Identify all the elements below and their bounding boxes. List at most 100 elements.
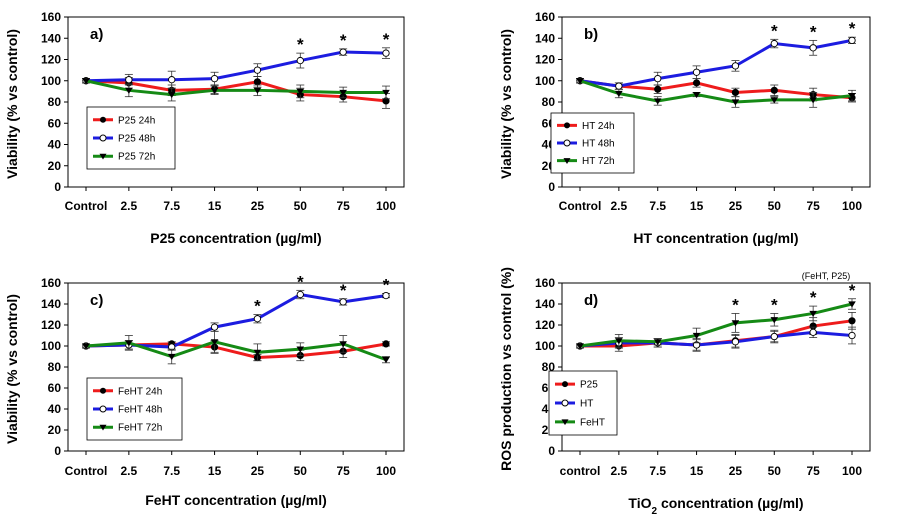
panel-b-series-ht-48h-line <box>579 38 853 88</box>
panel-b-series-ht-72h-point <box>848 93 856 100</box>
panel-a-legend-label: P25 24h <box>118 115 155 126</box>
panel-c-series-feht-48h-point <box>339 298 347 306</box>
panel-d-series-feht-point <box>615 338 623 345</box>
panel-d-series-feht-point <box>576 343 584 350</box>
panel-d-x-tick-label: 25 <box>729 464 743 478</box>
panel-a-y-tick-label: 40 <box>48 138 62 152</box>
panel-c-x-tick-label: Control <box>65 464 108 478</box>
panel-c-significance-star: * <box>340 281 347 300</box>
panel-b-x-tick-label: 7.5 <box>649 199 666 213</box>
panel-d-series-ht-line <box>579 330 853 348</box>
panel-d-x-tick-label: 50 <box>768 464 782 478</box>
panel-d-legend-label: P25 <box>580 380 598 391</box>
panel-b-significance-star: * <box>849 19 856 38</box>
panel-b-legend: HT 24h HT 48h HT 72h <box>550 112 635 174</box>
panel-c: 0 20 40 60 80 100 120 140 160 Control 2.5 7.5 15 25 50… <box>4 272 405 508</box>
panel-b-y-tick-label: 0 <box>548 180 555 194</box>
panel-b-x-tick-label: 100 <box>842 199 862 213</box>
panel-d-x-tick-label: 15 <box>690 464 704 478</box>
panel-c-legend-item: FeHT 72h <box>93 423 162 434</box>
panel-c-series-feht-72h-point <box>125 340 133 347</box>
panel-b-series-ht-48h-point <box>615 82 623 90</box>
panel-b-x-tick-label: 25 <box>729 199 743 213</box>
panel-b-x-tick-label: 75 <box>806 199 820 213</box>
panel-c-y-tick-label: 160 <box>41 276 61 290</box>
panel-c-x-tick-label: 25 <box>251 464 265 478</box>
panel-d-series-feht-point <box>653 339 662 346</box>
panel-d-x-tick-label: control <box>560 464 601 478</box>
panel-d-x-axis-title-part: 2 <box>652 506 658 517</box>
panel-a-series-p25-48h-point <box>125 76 133 84</box>
panel-a-series-p25-72h-point <box>210 87 219 94</box>
panel-b-y-tick-label: 80 <box>542 95 556 109</box>
panel-c-x-tick-label: 50 <box>294 464 308 478</box>
panel-a-x-axis-title: P25 concentration (µg/ml) <box>150 230 321 246</box>
panel-d-x-axis-title-part: concentration (µg/ml) <box>657 495 804 511</box>
panel-a-significance-star: * <box>383 30 390 49</box>
panel-b-legend-item: HT 48h <box>557 139 615 150</box>
panel-a-series-p25-48h-point <box>253 66 262 74</box>
panel-c-y-tick-label: 0 <box>54 444 61 458</box>
panel-a-x-tick-label: 2.5 <box>121 199 138 213</box>
panel-a-y-axis-title: Viability (% vs control) <box>4 29 20 179</box>
panel-c-series-feht-48h-point <box>210 323 219 331</box>
panel-d-series-ht-point <box>731 338 740 346</box>
panel-d-y-tick-label: 0 <box>548 444 555 458</box>
panel-d-annotation: (FeHT, P25) <box>802 271 851 281</box>
panel-b-series-ht-24h-line <box>579 79 853 100</box>
panel-a-y-tick-label: 160 <box>41 10 61 24</box>
panel-a-legend-item: P25 48h <box>93 134 155 145</box>
panel-a-y-tick-label: 20 <box>48 159 62 173</box>
panel-c-y-tick-label: 100 <box>41 339 61 353</box>
panel-d-x-axis-title: TiO2 concentration (µg/ml) <box>628 495 803 517</box>
panel-b-y-tick-label: 100 <box>535 74 555 88</box>
panel-d-y-tick-label: 100 <box>535 339 555 353</box>
panel-c-series-feht-72h-point <box>210 339 219 346</box>
panel-b-series-ht-72h <box>576 78 856 108</box>
panel-d-series-feht-point <box>770 317 779 324</box>
panel-d-significance-star: * <box>810 288 817 307</box>
panel-c-series-feht-48h-point <box>253 315 262 323</box>
panel-c-legend-marker <box>100 387 106 394</box>
panel-c-x-tick-label: 75 <box>336 464 350 478</box>
panel-b-series-ht-72h-point <box>615 90 623 98</box>
panel-a-x-tick-label: 75 <box>336 199 350 213</box>
panel-a-y-tick-label: 80 <box>48 95 62 109</box>
panel-d-legend-marker <box>561 399 569 407</box>
panel-c-series-feht-72h <box>82 330 390 365</box>
panel-b-legend-label: HT 24h <box>582 121 615 132</box>
panel-a-legend-item: P25 24h <box>93 115 155 126</box>
panel-a-y-tick-label: 140 <box>41 31 61 45</box>
panel-a-series-p25-48h-point <box>382 49 390 57</box>
panel-d-series-ht-point <box>809 328 817 336</box>
panel-a-series-p25-72h-point <box>382 89 390 97</box>
panel-d-series-ht-point <box>848 331 856 340</box>
panel-d-legend-item: P25 <box>555 380 598 391</box>
panel-c-x-tick-label: 15 <box>208 464 222 478</box>
panel-b-series-ht-72h-point <box>731 99 740 106</box>
panel-b-series-ht-72h-point <box>809 97 817 104</box>
panel-d-y-axis-title: ROS production vs control (%) <box>498 267 514 471</box>
panel-c-series-feht-72h-point <box>253 349 262 356</box>
panel-d-x-tick-label: 75 <box>806 464 820 478</box>
panel-d-y-tick-label: 120 <box>535 318 555 332</box>
panel-b-series-ht-48h-point <box>848 36 856 45</box>
panel-b-series-ht-24h-point <box>770 86 778 94</box>
panel-b-legend-label: HT 48h <box>582 139 615 150</box>
panel-d-y-tick-label: 80 <box>542 360 556 374</box>
panel-d-x-tick-label: 2.5 <box>611 464 628 478</box>
panel-a-legend-marker <box>99 153 107 160</box>
panel-b-x-axis-title: HT concentration (µg/ml) <box>633 230 798 246</box>
panel-a-series-p25-48h <box>82 47 390 89</box>
panel-d-legend-label: FeHT <box>580 417 605 428</box>
panel-c-legend-marker <box>99 405 107 413</box>
panel-a-x-tick-label: 7.5 <box>163 199 180 213</box>
panel-c-y-axis-title: Viability (% vs control) <box>4 294 20 444</box>
panel-c-significance-star: * <box>297 272 304 291</box>
panel-c-series-feht-24h-point <box>382 340 390 348</box>
panel-d-x-axis-title-part: TiO <box>628 495 651 511</box>
panel-c-series-feht-48h-point <box>382 291 390 300</box>
panel-c-legend-label: FeHT 48h <box>118 405 162 416</box>
panel-b-series-ht-24h-point <box>692 79 701 87</box>
